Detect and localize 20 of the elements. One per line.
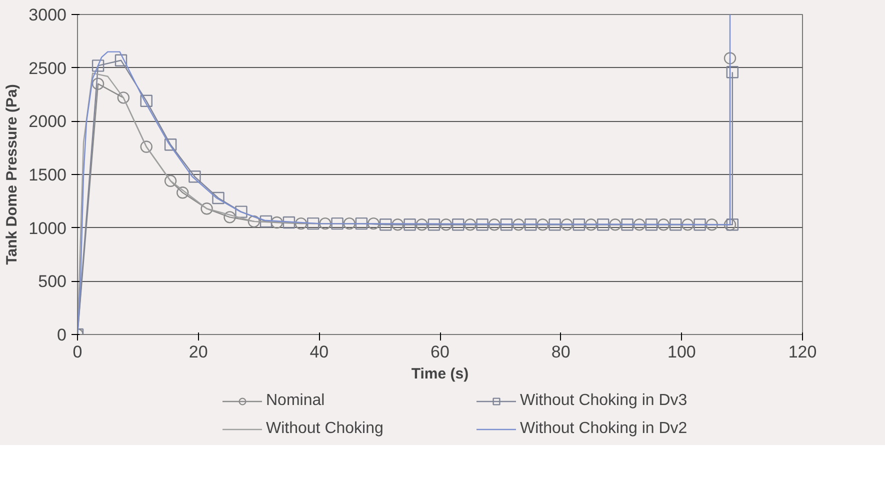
y-axis-title: Tank Dome Pressure (Pa) (4, 84, 21, 265)
x-tick-label: 120 (788, 342, 817, 362)
y-tick-label: 2000 (28, 112, 67, 132)
x-axis-title: Time (s) (411, 366, 469, 382)
y-tick-label: 2500 (28, 58, 67, 78)
x-tick-label: 100 (667, 342, 696, 362)
y-tick-label: 500 (38, 272, 67, 292)
legend-label: Without Choking in Dv2 (520, 420, 688, 438)
legend-label: Nominal (266, 392, 326, 410)
legend-label: Without Choking in Dv3 (520, 392, 688, 410)
y-tick-label: 0 (57, 326, 67, 344)
x-tick-label: 20 (188, 342, 208, 362)
y-tick-label: 3000 (28, 6, 67, 24)
x-tick-label: 0 (72, 342, 82, 362)
x-tick-label: 60 (430, 342, 450, 362)
legend-label: Without Choking (266, 420, 384, 438)
x-tick-label: 40 (310, 342, 329, 362)
x-tick-label: 80 (551, 342, 570, 362)
y-tick-label: 1000 (28, 218, 67, 238)
y-tick-label: 1500 (28, 166, 67, 184)
